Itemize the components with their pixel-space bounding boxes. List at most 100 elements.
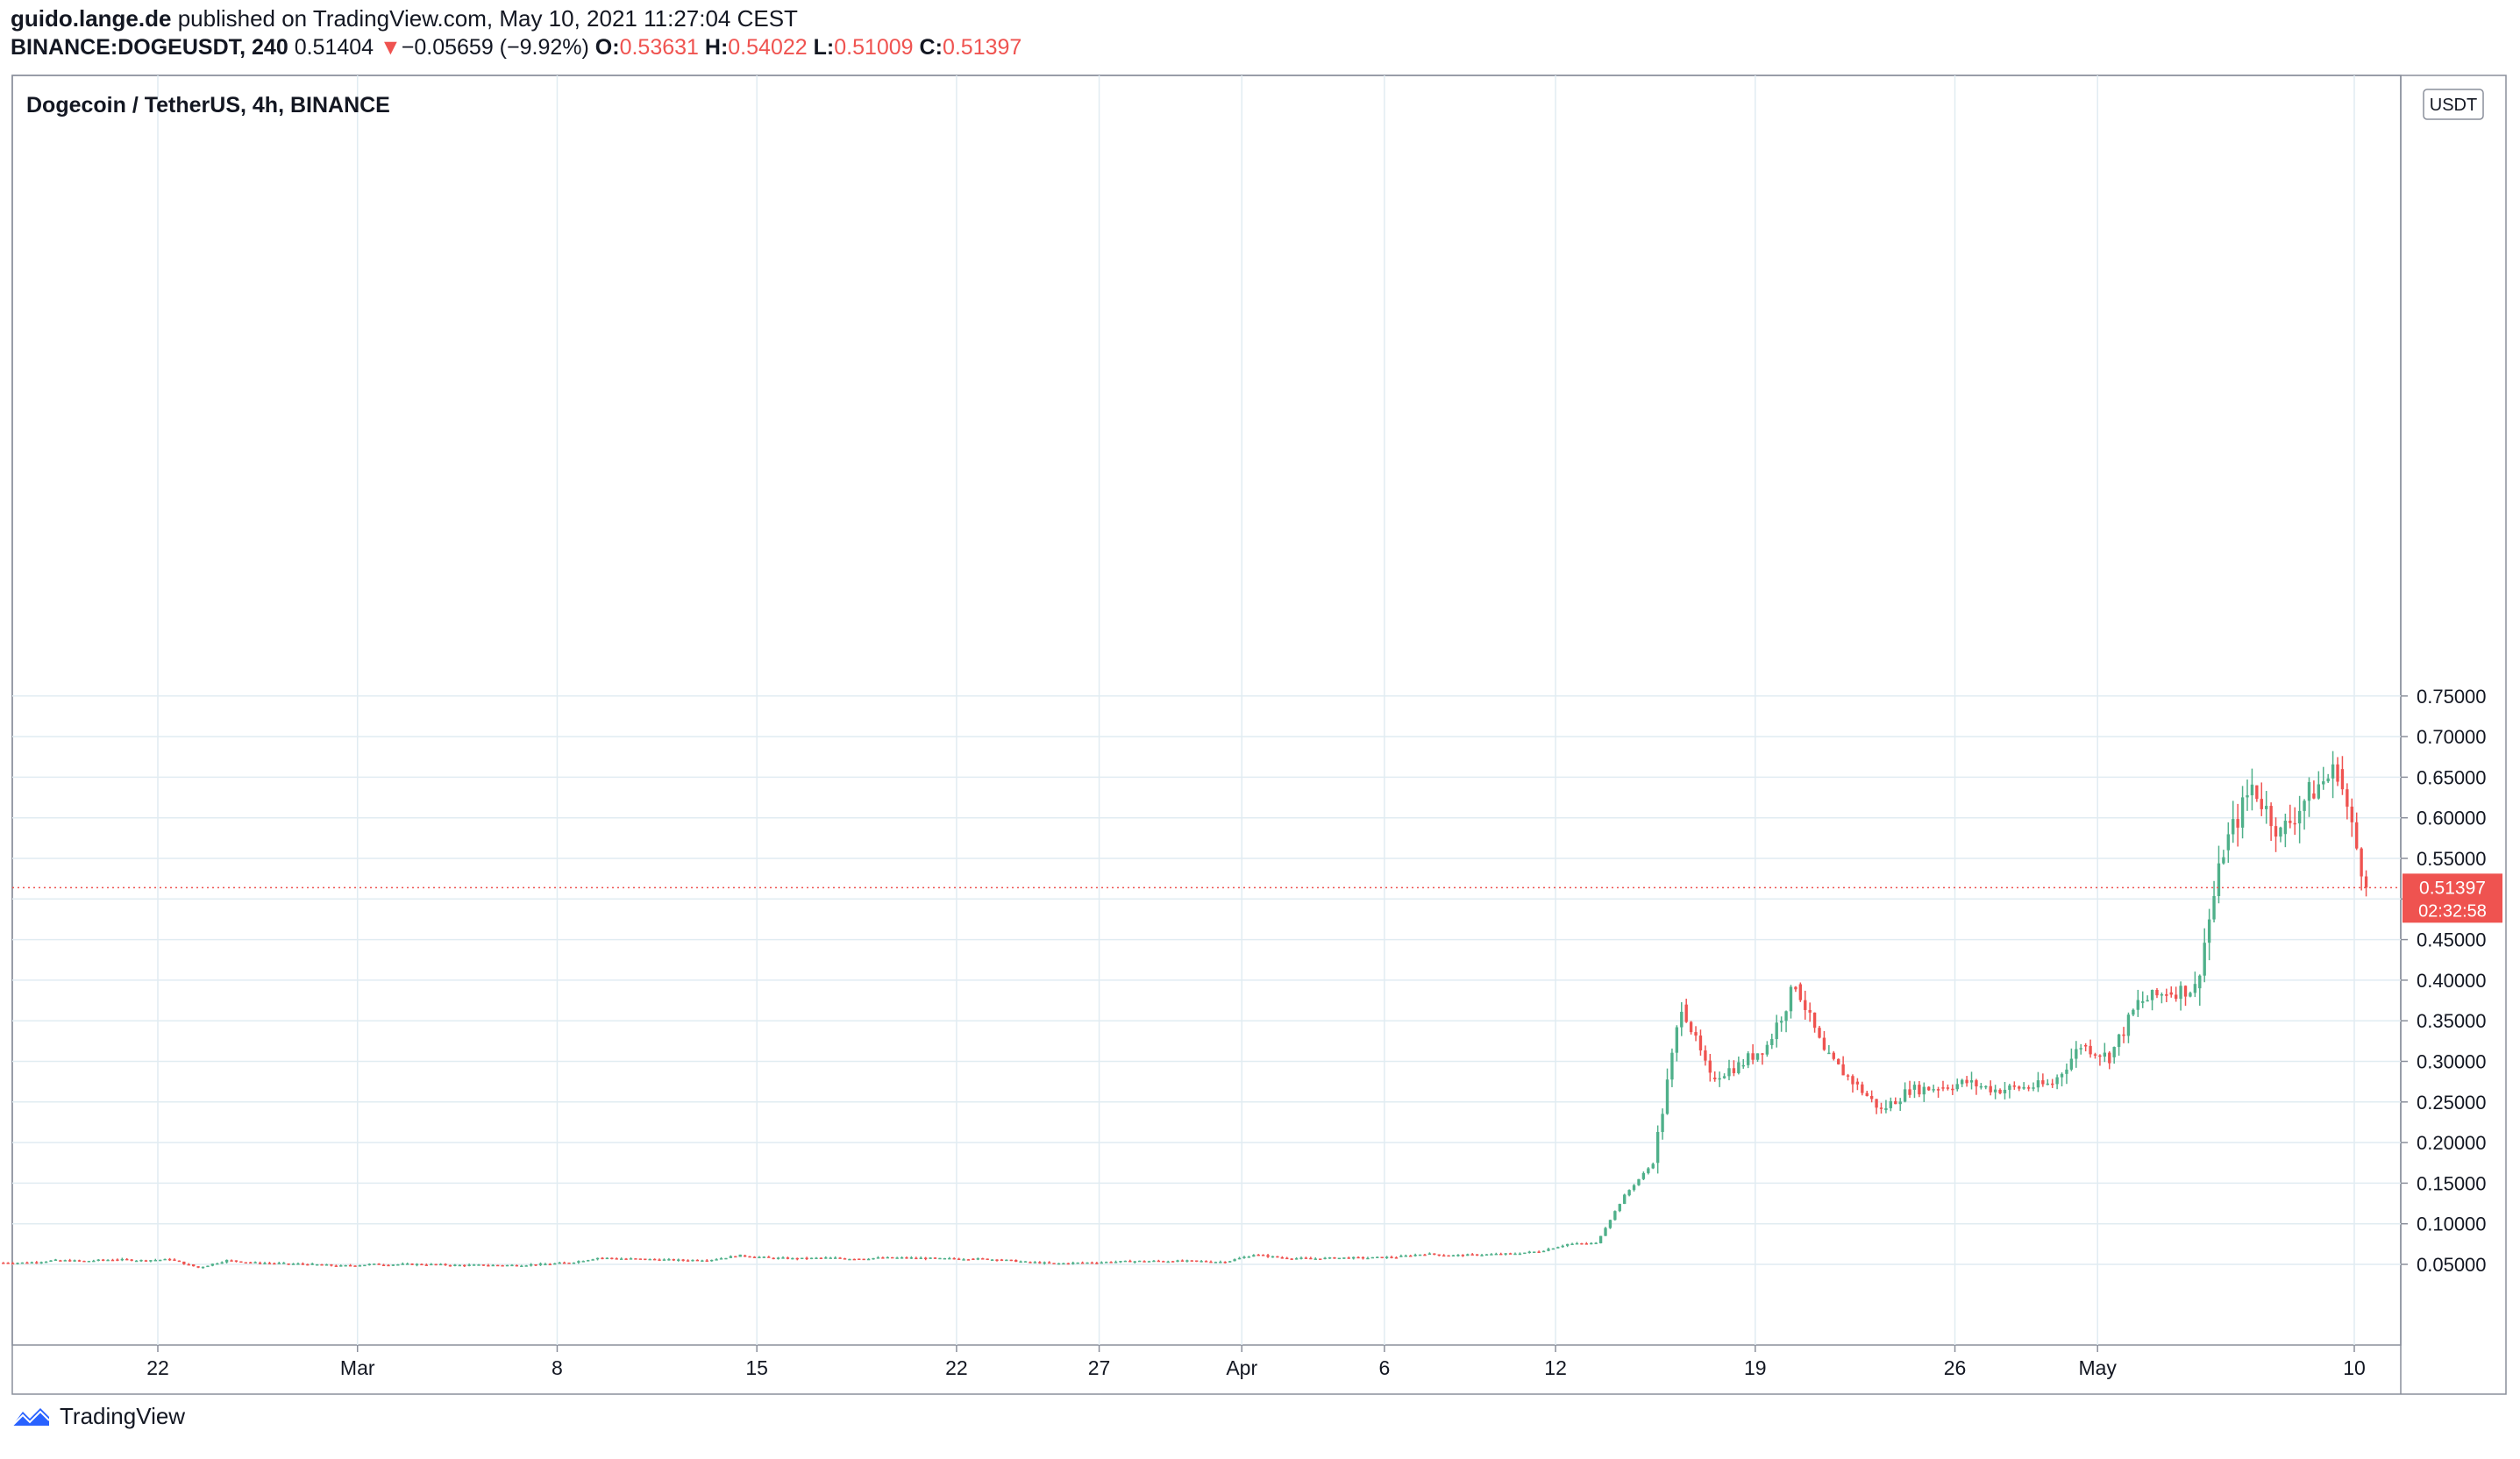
candle-body bbox=[391, 1264, 395, 1266]
candle-body bbox=[1176, 1260, 1179, 1263]
candle-body bbox=[772, 1257, 775, 1260]
candle-body bbox=[2336, 764, 2339, 782]
candle-body bbox=[1841, 1064, 1845, 1076]
candle-body bbox=[472, 1264, 476, 1266]
candle-body bbox=[1347, 1257, 1350, 1259]
publisher-name[interactable]: guido.lange.de bbox=[11, 5, 172, 32]
candle-body bbox=[2265, 806, 2268, 809]
candle-body bbox=[981, 1258, 985, 1260]
candle-body bbox=[1228, 1261, 1232, 1263]
candle-body bbox=[49, 1260, 53, 1263]
candle-body bbox=[1062, 1263, 1065, 1265]
candle-body bbox=[2364, 876, 2368, 888]
candle-body bbox=[2189, 993, 2192, 997]
candle-body bbox=[230, 1260, 233, 1262]
candle-body bbox=[481, 1264, 486, 1266]
close-label: C: bbox=[919, 35, 943, 60]
candle-body bbox=[1223, 1262, 1227, 1263]
candle-body bbox=[1266, 1255, 1270, 1257]
candle-body bbox=[567, 1263, 571, 1264]
candle-body bbox=[16, 1263, 19, 1264]
candle-body bbox=[173, 1259, 176, 1261]
candle-body bbox=[1575, 1242, 1579, 1245]
candle-body bbox=[701, 1260, 704, 1263]
candle-body bbox=[2212, 896, 2216, 920]
candle-body bbox=[310, 1263, 314, 1265]
candle-body bbox=[2283, 821, 2288, 835]
currency-button[interactable] bbox=[2423, 89, 2484, 120]
candle-body bbox=[591, 1259, 594, 1261]
candle-body bbox=[1105, 1262, 1108, 1263]
candle-body bbox=[1641, 1172, 1646, 1179]
candle-body bbox=[1556, 1247, 1560, 1249]
x-tick-label: Mar bbox=[340, 1356, 375, 1379]
candle-body bbox=[2079, 1048, 2082, 1050]
candle-body bbox=[405, 1263, 409, 1265]
candle-body bbox=[1903, 1089, 1907, 1102]
candle-body bbox=[2203, 943, 2206, 976]
candle-body bbox=[282, 1263, 286, 1264]
candle-body bbox=[1109, 1262, 1113, 1263]
candle-body bbox=[1637, 1178, 1641, 1185]
candle-body bbox=[667, 1259, 671, 1261]
candle-body bbox=[2269, 806, 2273, 827]
x-tick-label: 22 bbox=[146, 1356, 169, 1379]
candle-body bbox=[724, 1257, 728, 1260]
candle-body bbox=[1280, 1257, 1285, 1259]
candle-body bbox=[2141, 1001, 2145, 1003]
brand-name[interactable]: TradingView bbox=[60, 1403, 186, 1429]
candle-body bbox=[1086, 1262, 1089, 1264]
candle-body bbox=[491, 1264, 495, 1267]
candle-body bbox=[1812, 1012, 1817, 1028]
x-tick-label: 8 bbox=[552, 1356, 563, 1379]
candle-body bbox=[167, 1258, 172, 1261]
high-label: H: bbox=[704, 35, 729, 60]
candle-body bbox=[558, 1262, 561, 1264]
candle-body bbox=[1209, 1261, 1213, 1263]
candle-body bbox=[1261, 1255, 1265, 1256]
candle-body bbox=[629, 1258, 633, 1260]
candle-body bbox=[2018, 1086, 2021, 1089]
candle-body bbox=[2326, 778, 2330, 782]
candle-body bbox=[838, 1257, 842, 1259]
candle-body bbox=[605, 1257, 609, 1260]
candle-body bbox=[1884, 1107, 1888, 1111]
candle-body bbox=[2355, 822, 2359, 849]
candle-body bbox=[344, 1264, 347, 1267]
candle-body bbox=[25, 1262, 29, 1264]
candle-body bbox=[134, 1260, 139, 1263]
candle-body bbox=[1989, 1085, 1992, 1092]
y-tick-label: 0.70000 bbox=[2417, 726, 2487, 748]
candle-body bbox=[216, 1263, 219, 1265]
candle-body bbox=[1066, 1263, 1071, 1265]
candle-body bbox=[957, 1258, 961, 1261]
candle-body bbox=[244, 1262, 247, 1264]
candle-body bbox=[2346, 789, 2349, 807]
candle-body bbox=[1090, 1262, 1094, 1264]
candle-body bbox=[1584, 1243, 1589, 1245]
tradingview-logo-icon[interactable] bbox=[11, 1405, 51, 1429]
candle-body bbox=[430, 1263, 433, 1266]
candle-body bbox=[515, 1264, 519, 1267]
candle-body bbox=[2255, 785, 2259, 800]
candle-body bbox=[1380, 1256, 1384, 1258]
candle-body bbox=[709, 1259, 714, 1262]
candle-body bbox=[2236, 819, 2239, 828]
candle-body bbox=[373, 1263, 376, 1265]
candle-body bbox=[758, 1256, 761, 1259]
candle-body bbox=[120, 1258, 125, 1261]
currency-label: USDT bbox=[2430, 96, 2477, 115]
candle-body bbox=[829, 1257, 832, 1259]
candle-body bbox=[239, 1261, 243, 1263]
candle-body bbox=[2274, 826, 2278, 837]
candle-body bbox=[125, 1258, 129, 1261]
countdown-label: 02:32:58 bbox=[2418, 901, 2487, 921]
candle-body bbox=[2217, 863, 2221, 897]
x-tick-label: 15 bbox=[745, 1356, 768, 1379]
candle-body bbox=[1570, 1243, 1574, 1246]
candle-body bbox=[2207, 919, 2211, 943]
candle-body bbox=[1447, 1255, 1450, 1257]
candle-body bbox=[177, 1260, 182, 1263]
candle-body bbox=[182, 1261, 186, 1264]
